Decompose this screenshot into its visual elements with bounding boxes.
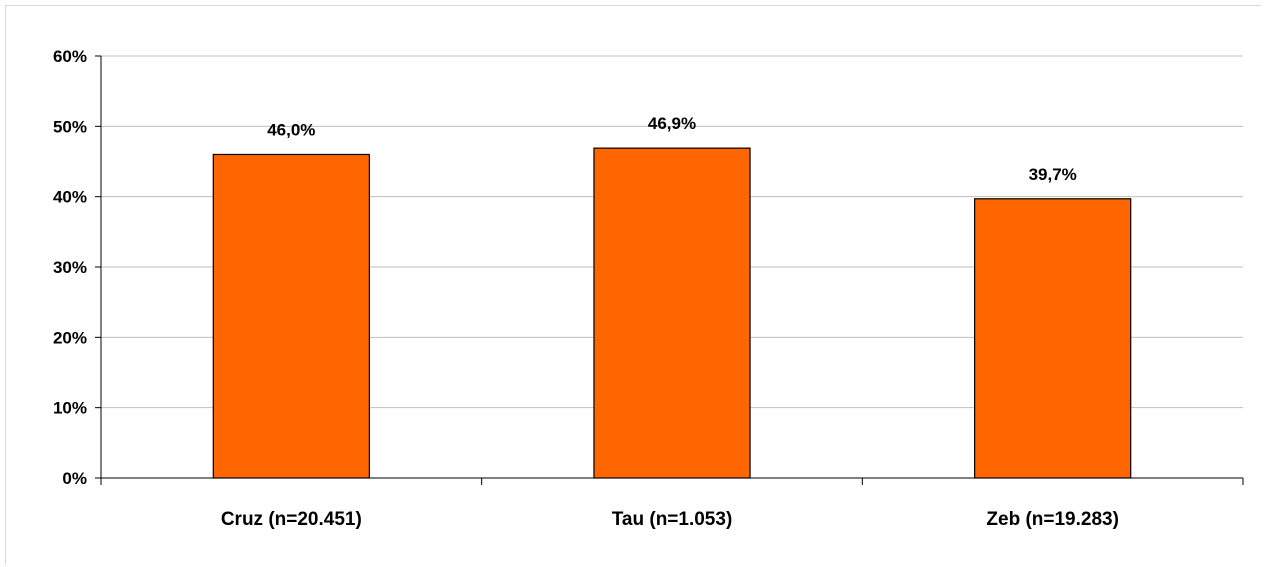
data-label: 39,7% (1029, 165, 1077, 184)
y-tick-label: 10% (53, 399, 87, 418)
bar (974, 198, 1132, 479)
x-tick-label: Tau (n=1.053) (612, 509, 733, 530)
bars (212, 147, 1132, 479)
bar (212, 153, 370, 479)
x-tick-label: Zeb (n=19.283) (986, 509, 1119, 530)
chart-frame (5, 5, 1261, 565)
x-tick-label: Cruz (n=20.451) (221, 509, 362, 530)
labels: 0% 10% 20% 30% 40% 50% 60% 46,0% Cruz (n=20.451)… (53, 47, 1119, 530)
axes (95, 55, 1244, 485)
data-label: 46,0% (267, 120, 315, 139)
y-tick-label: 0% (62, 469, 87, 488)
y-tick-label: 40% (53, 188, 87, 207)
bar (593, 147, 751, 479)
y-tick-label: 20% (53, 328, 87, 347)
data-label: 46,9% (648, 114, 696, 133)
y-tick-label: 50% (53, 117, 87, 136)
y-tick-label: 30% (53, 258, 87, 277)
y-tick-label: 60% (53, 47, 87, 66)
